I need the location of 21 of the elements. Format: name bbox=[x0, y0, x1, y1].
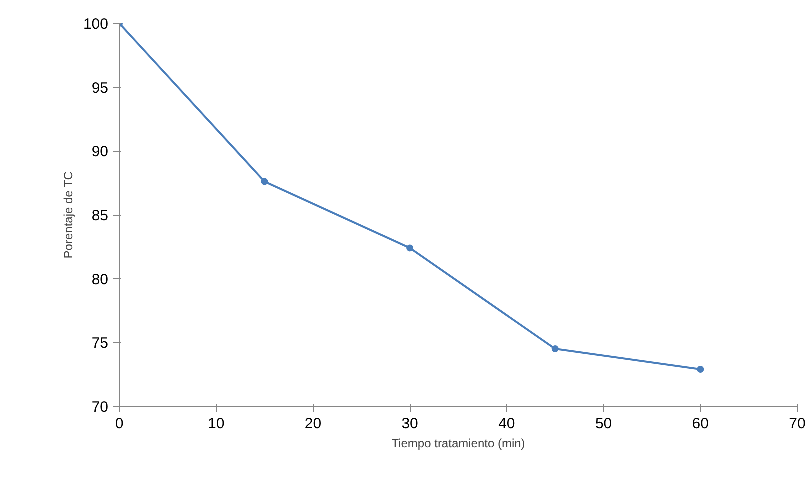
y-tick-label: 85 bbox=[92, 208, 109, 224]
y-axis-title: Porentaje de TC bbox=[61, 171, 76, 259]
y-tick-label: 70 bbox=[92, 399, 109, 416]
y-tick-label: 100 bbox=[83, 16, 109, 33]
x-tick-label: 10 bbox=[208, 416, 225, 432]
y-tick-label: 90 bbox=[92, 144, 109, 161]
y-tick-label: 95 bbox=[92, 80, 109, 97]
point bbox=[406, 244, 414, 252]
x-tick-label: 60 bbox=[692, 416, 709, 432]
x-tick-label: 70 bbox=[789, 416, 806, 432]
point bbox=[261, 178, 268, 186]
x-tick-label: 30 bbox=[402, 416, 418, 432]
y-tick-label: 75 bbox=[92, 335, 109, 352]
x-tick-label: 40 bbox=[498, 416, 516, 432]
point bbox=[697, 366, 704, 373]
y-tick-label: 80 bbox=[92, 271, 109, 288]
x-tick-label: 20 bbox=[304, 416, 322, 432]
x-tick-label: 0 bbox=[115, 416, 124, 432]
x-axis-title: Tiempo tratamiento (min) bbox=[392, 436, 526, 450]
point bbox=[552, 346, 559, 353]
x-tick-label: 50 bbox=[595, 416, 612, 432]
